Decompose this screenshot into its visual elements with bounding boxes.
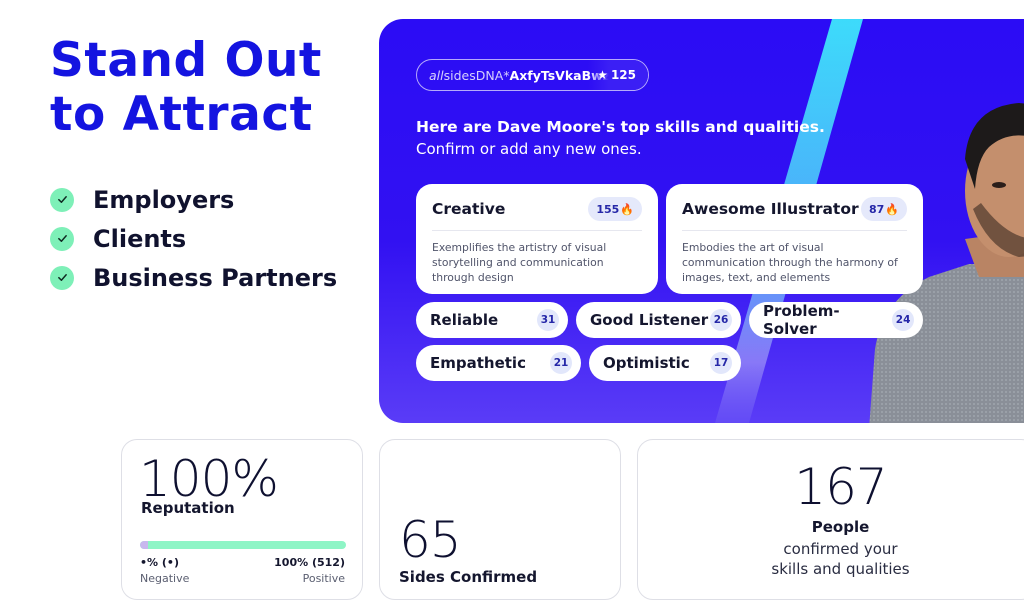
skill-chip-label: Optimistic	[603, 354, 690, 372]
reputation-negative: •% (•) Negative	[140, 556, 189, 585]
check-icon	[50, 226, 74, 251]
featured-skill-card-awesome-illustrator[interactable]: Awesome Illustrator 87 🔥 Embodies the art…	[666, 184, 923, 294]
skill-chip-label: Problem-Solver	[763, 302, 840, 338]
skill-chip-count: 24	[892, 309, 914, 331]
skill-chip-label: Good Listener	[590, 311, 709, 329]
skill-chip-empathetic[interactable]: Empathetic 21	[416, 345, 581, 381]
skill-chip-optimistic[interactable]: Optimistic 17	[589, 345, 741, 381]
hero-title-line-1: Stand Out	[50, 33, 322, 88]
skill-name: Awesome Illustrator	[682, 200, 859, 218]
people-value: 167	[794, 458, 887, 516]
reputation-positive: 100% (512) Positive	[274, 556, 345, 585]
reputation-value: 100%	[139, 450, 279, 508]
featured-skill-card-creative[interactable]: Creative 155 🔥 Exemplifies the artistry o…	[416, 184, 658, 294]
audience-item-business-partners: Business Partners	[50, 258, 337, 297]
skill-chip-label: Reliable	[430, 311, 499, 329]
positive-label: Positive	[302, 572, 345, 585]
hero-title: Stand Out to Attract	[50, 34, 322, 142]
reputation-card: 100% Reputation •% (•) Negative 100% (51…	[121, 439, 363, 600]
skill-name: Creative	[432, 200, 506, 218]
audience-item-employers: Employers	[50, 180, 337, 219]
intro-heading: Here are Dave Moore's top skills and qua…	[416, 118, 825, 136]
fire-icon: 🔥	[885, 202, 899, 216]
check-icon	[50, 265, 74, 290]
check-icon	[50, 187, 74, 212]
positive-value: 100% (512)	[274, 556, 345, 569]
sides-confirmed-card: 65 Sides Confirmed	[379, 439, 621, 600]
audience-list: Employers Clients Business Partners	[50, 180, 337, 297]
skill-chip-problem-solver[interactable]: Problem-Solver 24	[749, 302, 923, 338]
dna-star-rating: ★ 125	[588, 60, 648, 90]
reputation-label: Reputation	[141, 499, 235, 517]
skill-description: Embodies the art of visual communication…	[682, 241, 898, 284]
people-confirmed-card: 167 People confirmed your skills and qua…	[637, 439, 1024, 600]
dna-id-pill[interactable]: allsidesDNA* AxfyTsVkaBwzF ★ 125	[416, 59, 649, 91]
sides-confirmed-label: Sides Confirmed	[399, 568, 538, 586]
skill-chip-good-listener[interactable]: Good Listener 26	[576, 302, 741, 338]
fire-icon: 🔥	[620, 202, 634, 216]
reputation-bar-negative	[140, 541, 148, 549]
reputation-bar	[140, 541, 346, 549]
skill-chip-count: 21	[550, 352, 572, 374]
people-description: confirmed your skills and qualities	[771, 540, 910, 578]
skill-chip-label: Empathetic	[430, 354, 526, 372]
star-count: 125	[610, 68, 636, 82]
skill-count-badge: 155 🔥	[588, 197, 642, 221]
skill-chip-count: 26	[710, 309, 732, 331]
hero-title-line-2: to Attract	[50, 87, 313, 142]
skill-chip-reliable[interactable]: Reliable 31	[416, 302, 568, 338]
star-icon: ★	[597, 68, 608, 82]
intro-subheading: Confirm or add any new ones.	[416, 140, 642, 158]
dna-prefix: allsidesDNA*	[429, 67, 510, 83]
audience-item-clients: Clients	[50, 219, 337, 258]
negative-value: •% (•)	[140, 556, 179, 569]
audience-label: Employers	[93, 185, 235, 214]
skill-chip-count: 17	[710, 352, 732, 374]
sides-confirmed-value: 65	[399, 511, 462, 569]
skill-chip-count: 31	[537, 309, 559, 331]
negative-label: Negative	[140, 572, 190, 585]
people-label: People	[811, 518, 870, 536]
audience-label: Business Partners	[93, 263, 338, 292]
skill-description: Exemplifies the artistry of visual story…	[432, 241, 607, 284]
skills-promo-card: allsidesDNA* AxfyTsVkaBwzF ★ 125 Here ar…	[379, 19, 1024, 423]
skill-count-badge: 87 🔥	[860, 197, 907, 221]
audience-label: Clients	[93, 224, 187, 253]
